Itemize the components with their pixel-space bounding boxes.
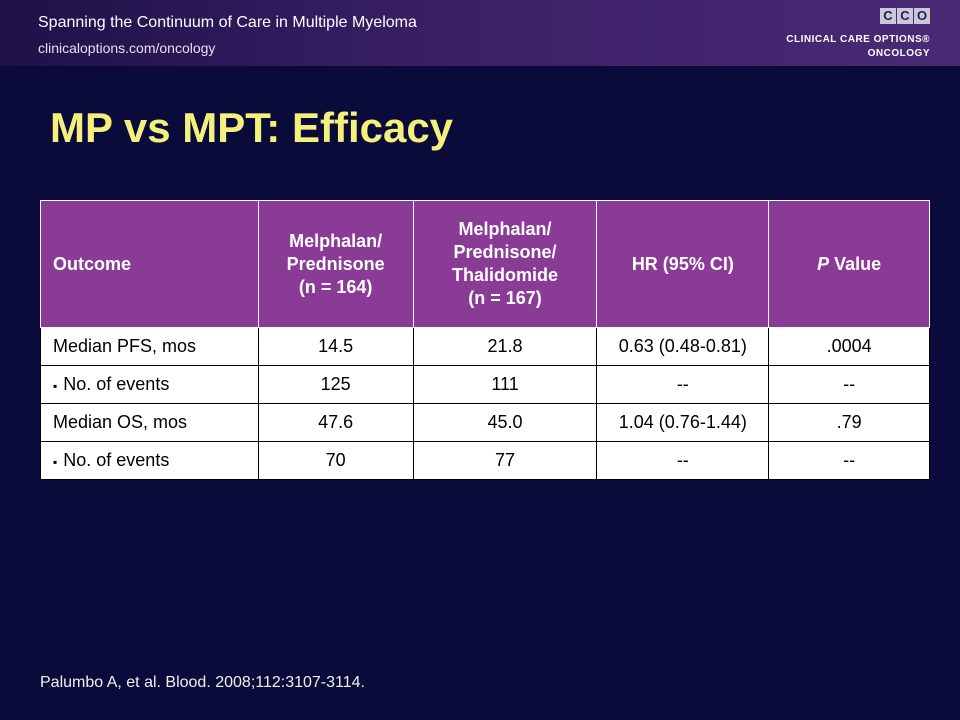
cell-outcome: ▪ No. of events	[40, 365, 259, 404]
header-p-value: P Value	[768, 200, 930, 328]
header-line: Melphalan/	[289, 230, 383, 251]
cell-hr: 1.04 (0.76-1.44)	[596, 403, 770, 442]
logo-box: O	[914, 8, 930, 24]
logo-box: C	[897, 8, 913, 24]
header-line: Prednisone	[286, 253, 385, 274]
cell-outcome: Median PFS, mos	[40, 327, 259, 366]
cell-hr: --	[596, 441, 770, 480]
citation: Palumbo A, et al. Blood. 2008;112:3107-3…	[40, 674, 365, 691]
cell-p: .79	[768, 403, 930, 442]
cell-outcome-text: No. of events	[63, 374, 170, 394]
slide-header: Spanning the Continuum of Care in Multip…	[0, 0, 960, 66]
cell-mp: 47.6	[257, 403, 414, 442]
cell-outcome: ▪ No. of events	[40, 441, 259, 480]
logo-text-line1: CLINICAL CARE OPTIONS®	[786, 34, 930, 45]
logo-box: C	[880, 8, 896, 24]
header-line: (n = 164)	[298, 276, 373, 297]
header-mp: Melphalan/ Prednisone (n = 164)	[257, 200, 414, 328]
table-row: Median OS, mos 47.6 45.0 1.04 (0.76-1.44…	[40, 403, 930, 442]
table-row: Median PFS, mos 14.5 21.8 0.63 (0.48-0.8…	[40, 327, 930, 366]
slide-title: MP vs MPT: Efficacy	[50, 104, 454, 151]
header-line: Thalidomide	[452, 265, 559, 285]
table-row: ▪ No. of events 70 77 -- --	[40, 441, 930, 480]
bullet-icon: ▪	[53, 379, 58, 393]
cell-p: --	[768, 441, 930, 480]
cell-hr: --	[596, 365, 770, 404]
cell-p: .0004	[768, 327, 930, 366]
bullet-icon: ▪	[53, 455, 58, 469]
cell-mpt: 21.8	[412, 327, 598, 366]
table-row: ▪ No. of events 125 111 -- --	[40, 365, 930, 404]
header-line: Prednisone/	[453, 242, 557, 262]
table-header-row: Outcome Melphalan/ Prednisone (n = 164) …	[40, 200, 930, 328]
efficacy-table: Outcome Melphalan/ Prednisone (n = 164) …	[40, 200, 930, 480]
header-url: clinicaloptions.com/oncology	[38, 40, 216, 56]
cell-mp: 125	[257, 365, 414, 404]
cell-mp: 70	[257, 441, 414, 480]
header-line: HR (95% CI)	[631, 253, 734, 274]
cell-mpt: 45.0	[412, 403, 598, 442]
cell-outcome: Median OS, mos	[40, 403, 259, 442]
cell-hr: 0.63 (0.48-0.81)	[596, 327, 770, 366]
cell-p: --	[768, 365, 930, 404]
header-line: Melphalan/	[458, 219, 552, 239]
cell-mpt: 77	[412, 441, 598, 480]
header-line: Outcome	[53, 253, 132, 274]
cell-outcome-text: No. of events	[63, 450, 170, 470]
logo-boxes: C C O	[879, 8, 930, 24]
header-outcome: Outcome	[40, 200, 259, 328]
header-p-italic: P	[817, 253, 830, 274]
cco-logo: C C O CLINICAL CARE OPTIONS® ONCOLOGY	[780, 8, 930, 60]
cell-mp: 14.5	[257, 327, 414, 366]
header-line: (n = 167)	[468, 288, 542, 308]
header-mpt: Melphalan/ Prednisone/ Thalidomide (n = …	[412, 200, 598, 328]
cell-mpt: 111	[412, 365, 598, 404]
header-hr: HR (95% CI)	[596, 200, 770, 328]
header-title: Spanning the Continuum of Care in Multip…	[38, 14, 417, 31]
logo-text-line2: ONCOLOGY	[867, 48, 930, 59]
header-p-rest: Value	[829, 253, 882, 274]
